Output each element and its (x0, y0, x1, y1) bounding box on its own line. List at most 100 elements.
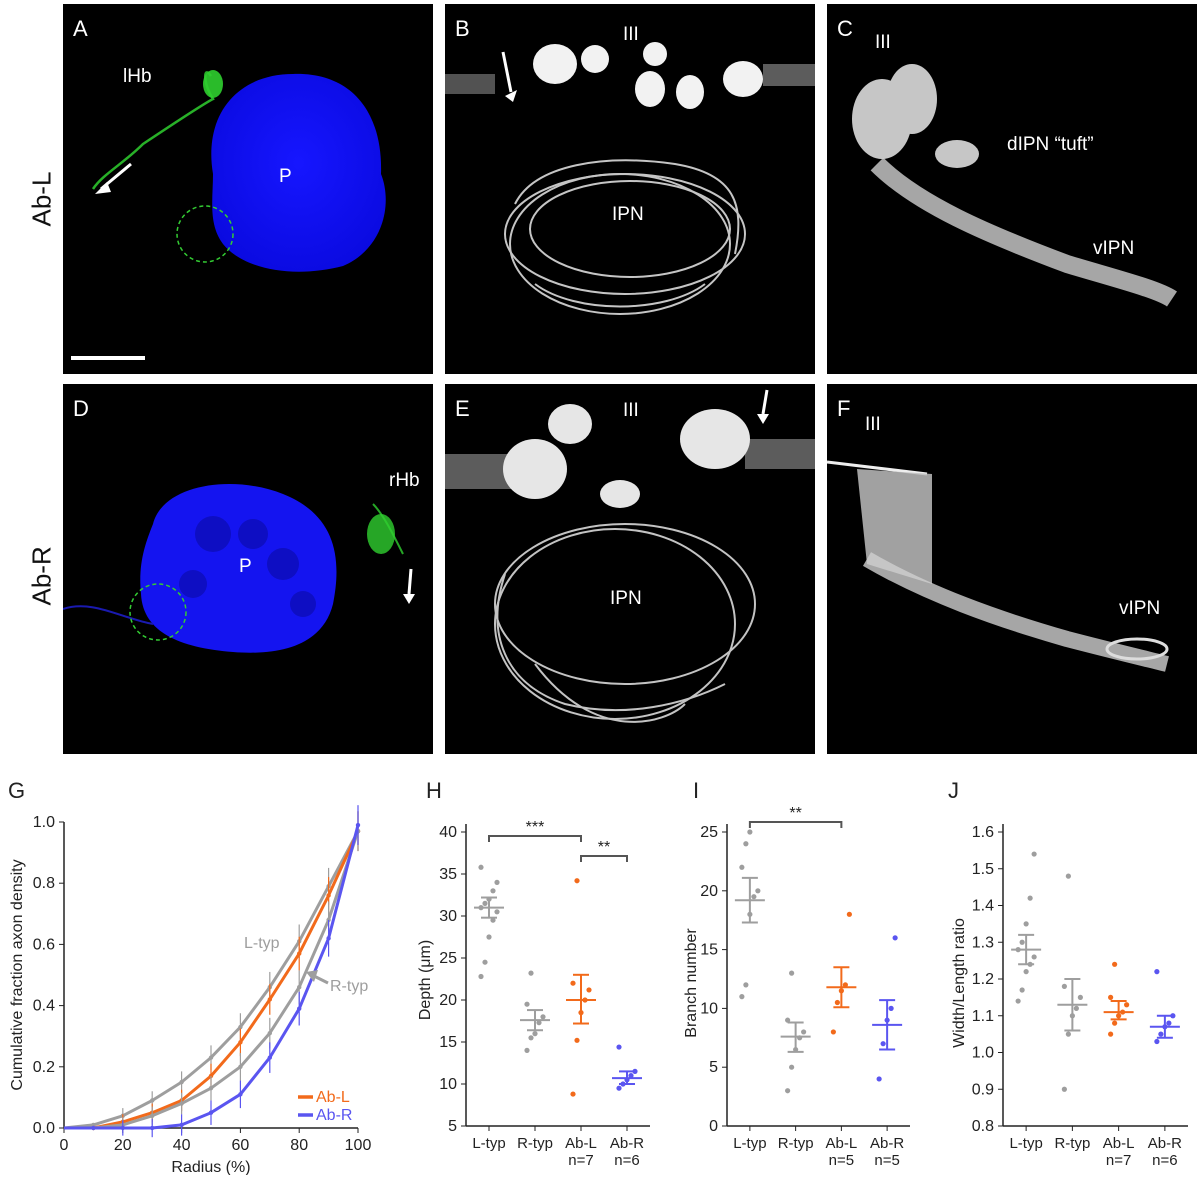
chartH-x-tick-label: Ab-R (610, 1135, 644, 1152)
chart-j: J Width/Length ratio 0.8 0.9 1.0 1.1 1.2 1.3 1… (948, 778, 1188, 1169)
g-y-tick-label: 0.6 (33, 936, 55, 953)
chartI-point (888, 1005, 894, 1011)
chartJ-point (1154, 969, 1160, 975)
chartJ-point (1061, 983, 1067, 989)
g-point (179, 1101, 184, 1106)
chartI-y-tick-label: 0 (709, 1118, 718, 1135)
chartH-point (570, 1091, 576, 1097)
g-point (208, 1110, 214, 1115)
chartJ-y-tick-label: 1.0 (972, 1045, 994, 1062)
panel-i-letter: I (693, 778, 699, 803)
g-point (150, 1125, 155, 1131)
chartI-point (747, 829, 753, 835)
g-point (297, 951, 302, 956)
chartH-point (616, 1044, 622, 1050)
chartH-point (490, 917, 496, 923)
dashed-circle-d (129, 583, 187, 641)
chartJ-point (1124, 1002, 1130, 1008)
chartI-point (846, 911, 852, 917)
panel-j-letter: J (948, 778, 959, 803)
chartI-point (743, 841, 749, 847)
g-point (297, 985, 302, 990)
chartI-significance-label: ** (789, 805, 801, 822)
chartH-point (570, 980, 576, 986)
g-x-tick-label: 40 (173, 1137, 191, 1154)
label-vipn-c: vIPN (1093, 238, 1135, 259)
panel-b-image: B III IPN (445, 4, 815, 374)
chartJ-y-tick-label: 0.9 (972, 1081, 994, 1098)
chartH-point (524, 1047, 530, 1053)
panel-a-graphic (71, 70, 386, 360)
chartH-significance-label: *** (526, 819, 545, 836)
chartH-point (486, 934, 492, 940)
label-iii-e: III (623, 400, 639, 421)
pineal-blob-d (140, 484, 337, 653)
label-p: P (279, 166, 292, 187)
chartH-point (574, 1037, 580, 1043)
chartJ-y-tick-label: 1.4 (972, 898, 994, 915)
chartI-x-tick-label: R-typ (778, 1135, 814, 1152)
chartJ-y-tick-label: 1.5 (972, 861, 994, 878)
g-point (179, 1122, 184, 1128)
chartI-point (892, 935, 898, 941)
chartI-x-tick-label: Ab-R (870, 1135, 904, 1152)
chartJ-x-tick-label: L-typ (1009, 1135, 1042, 1152)
chartJ-point (1019, 987, 1025, 993)
label-rhb: rHb (389, 470, 420, 491)
h-ylabel: Depth (μm) (417, 940, 434, 1020)
chartH-y-tick-label: 20 (439, 992, 457, 1009)
chartH-point (524, 1001, 530, 1007)
chartJ-point (1077, 994, 1083, 1000)
chartJ-point (1065, 873, 1071, 879)
g-annotation-l-typ: L-typ (244, 935, 280, 952)
g-x-tick-label: 0 (60, 1137, 69, 1154)
chartI-y-tick-label: 25 (700, 824, 718, 841)
g-point (238, 1040, 243, 1045)
chartH-y-tick-label: 35 (439, 866, 457, 883)
chartI-point (789, 970, 795, 976)
chartJ-point (1073, 1005, 1079, 1011)
pineal-blob (211, 73, 386, 272)
g-point (297, 1006, 302, 1011)
chartJ-n-label: n=6 (1152, 1152, 1177, 1169)
chartH-significance-label: ** (598, 839, 610, 856)
chartH-point (616, 1085, 622, 1091)
chartH-point (478, 864, 484, 870)
chart-h: H Depth (μm) 5 10 15 20 25 30 35 40 L-typ R-typ Ab… (417, 778, 650, 1169)
chartI-point (785, 1017, 791, 1023)
g-point (355, 822, 361, 828)
g-legend-label: Ab-L (316, 1089, 350, 1106)
chartH-y-tick-label: 10 (439, 1076, 457, 1093)
panel-b-graphic (445, 42, 815, 315)
chartJ-y-tick-label: 1.3 (972, 934, 994, 951)
chartH-x-tick-label: L-typ (472, 1135, 505, 1152)
chartH-point (494, 879, 500, 885)
row-label-ab-l: Ab-L (26, 171, 57, 227)
label-iii-c: III (875, 32, 891, 53)
g-point (326, 893, 331, 898)
label-ipn-b: IPN (612, 204, 644, 225)
g-ylabel: Cumulative fraction axon density (9, 859, 26, 1090)
row-label-ab-r: Ab-R (26, 546, 57, 606)
g-point (326, 917, 331, 923)
panel-c-graphic (852, 64, 1177, 307)
chartI-x-tick-label: Ab-L (826, 1135, 858, 1152)
chartH-y-tick-label: 15 (439, 1034, 457, 1051)
g-xlabel: Radius (%) (171, 1159, 250, 1175)
charts-area: G Cumulative fraction axon density Radiu… (8, 778, 1188, 1175)
chartJ-point (1158, 1031, 1164, 1037)
chartI-point (739, 864, 745, 870)
label-iii-f: III (865, 414, 881, 435)
chartH-x-tick-label: Ab-L (565, 1135, 597, 1152)
panel-d-graphic (63, 484, 415, 653)
chartJ-point (1166, 1020, 1172, 1026)
panel-d-image: D rHb P (63, 384, 433, 754)
chartI-point (842, 982, 848, 988)
chartH-point (540, 1014, 546, 1020)
chartH-point (586, 987, 592, 993)
g-point (91, 1125, 96, 1131)
chartI-point (743, 982, 749, 988)
panel-e-letter: E (455, 396, 470, 421)
chartH-point (482, 900, 488, 906)
g-point (150, 1113, 155, 1118)
